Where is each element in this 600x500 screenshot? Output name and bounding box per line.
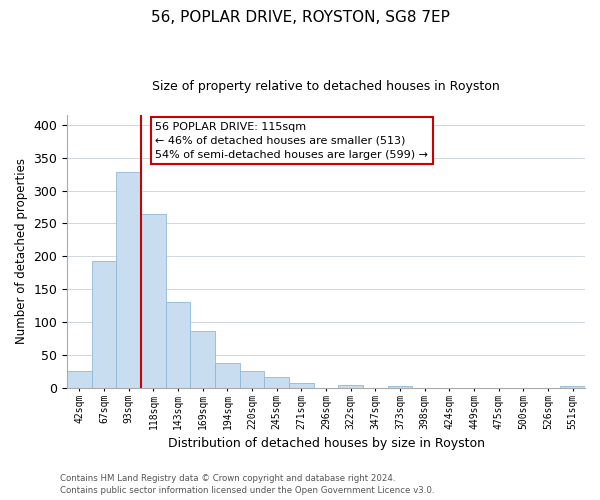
Bar [116,172,141,388]
Bar [92,261,116,388]
Y-axis label: Number of detached properties: Number of detached properties [15,158,28,344]
Text: 56, POPLAR DRIVE, ROYSTON, SG8 7EP: 56, POPLAR DRIVE, ROYSTON, SG8 7EP [151,10,449,25]
Bar [190,330,215,388]
Title: Size of property relative to detached houses in Royston: Size of property relative to detached ho… [152,80,500,93]
Bar [265,376,289,388]
X-axis label: Distribution of detached houses by size in Royston: Distribution of detached houses by size … [167,437,485,450]
Bar [338,384,363,388]
Bar [141,214,166,388]
Bar [67,372,92,388]
Bar [560,386,585,388]
Bar [166,302,190,388]
Bar [289,382,314,388]
Bar [388,386,412,388]
Text: 56 POPLAR DRIVE: 115sqm
← 46% of detached houses are smaller (513)
54% of semi-d: 56 POPLAR DRIVE: 115sqm ← 46% of detache… [155,122,428,160]
Bar [215,363,240,388]
Bar [240,371,265,388]
Text: Contains HM Land Registry data © Crown copyright and database right 2024.
Contai: Contains HM Land Registry data © Crown c… [60,474,434,495]
